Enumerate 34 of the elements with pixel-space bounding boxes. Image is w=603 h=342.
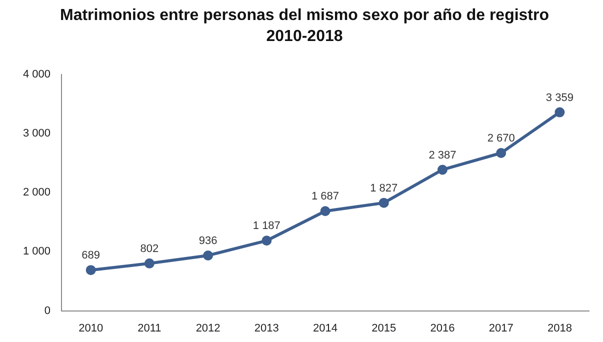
y-tick-label: 0 [44,304,51,317]
y-tick-label: 2 000 [22,186,51,199]
point [496,148,506,158]
data-label: 2 387 [428,149,456,162]
y-tick-label: 4 000 [22,68,51,80]
x-tick-label: 2016 [430,322,455,334]
y-tick-label: 1 000 [22,246,51,258]
x-tick-label: 2010 [78,322,104,334]
point [203,250,214,260]
data-label: 1 687 [312,190,340,203]
data-label: 689 [82,250,100,262]
data-label: 1 827 [370,182,398,194]
chart-subtitle: 2010-2018 [266,28,343,46]
point [144,258,154,268]
y-tick-label: 3 000 [22,128,51,140]
data-label: 936 [198,235,218,248]
x-tick-label: 2017 [488,322,514,334]
data-label: 3 359 [546,92,574,104]
point [262,236,272,246]
data-label: 802 [140,242,159,255]
x-tick-label: 2012 [196,322,220,334]
x-tick-label: 2013 [254,322,279,334]
chart-title: Matrimonios entre personas del mismo sexo por año de registro [60,7,550,24]
data-label: 2 670 [487,132,515,145]
x-tick-label: 2011 [138,322,162,334]
x-tick-label: 2014 [313,322,338,334]
data-label: 1 187 [252,220,280,232]
point [320,206,330,216]
point [554,107,565,118]
x-tick-label: 2018 [547,322,572,334]
point [86,265,96,276]
x-tick-label: 2015 [372,322,396,334]
point [437,164,448,175]
point [378,198,389,208]
